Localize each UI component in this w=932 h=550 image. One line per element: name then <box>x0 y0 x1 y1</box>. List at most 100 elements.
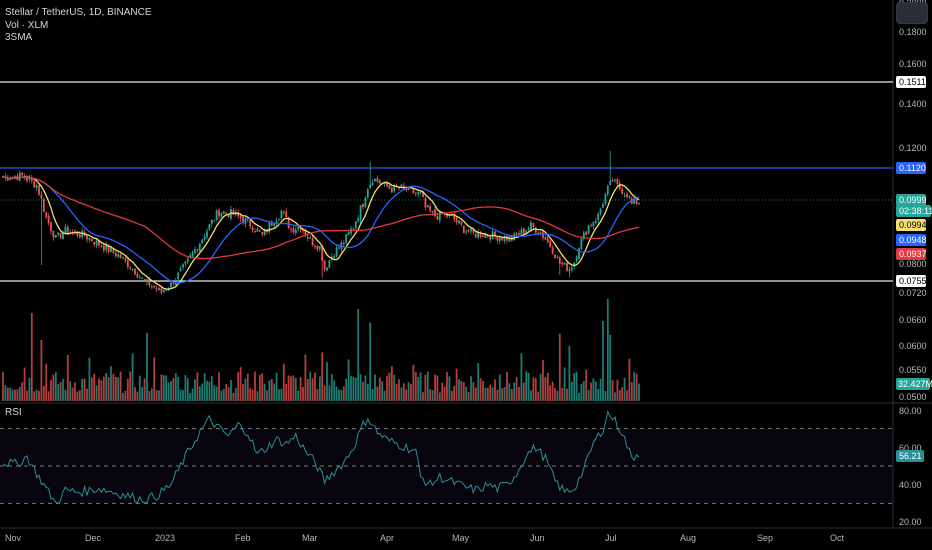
candle-body <box>129 266 132 269</box>
scale-button[interactable] <box>896 2 928 24</box>
volume-bar <box>38 390 40 401</box>
volume-bar <box>604 391 607 401</box>
candle-body <box>350 228 352 234</box>
candle-body <box>35 185 38 188</box>
price-axis-tick: 0.1200 <box>899 143 927 153</box>
volume-bar <box>623 377 626 401</box>
volume-bar <box>35 389 38 401</box>
price-axis-tick: 0.0500 <box>899 392 927 402</box>
candle-body <box>400 184 403 188</box>
volume-bar <box>345 378 348 401</box>
volume-bar <box>542 360 544 401</box>
candle-body <box>158 288 160 291</box>
candle-body <box>59 233 62 239</box>
candle-body <box>126 260 129 267</box>
volume-bar <box>626 390 628 401</box>
volume-bar <box>484 387 487 401</box>
volume-bar <box>398 379 400 401</box>
volume-bar <box>256 391 259 401</box>
volume-bar <box>237 372 240 401</box>
time-axis-tick: Jun <box>530 533 545 543</box>
time-axis-tick: Jul <box>605 533 617 543</box>
candle-body <box>323 260 326 270</box>
candle-body <box>119 254 122 259</box>
candle-body <box>21 172 24 176</box>
candle-body <box>184 261 187 264</box>
candle-body <box>587 225 590 234</box>
volume-bar <box>45 363 48 401</box>
candle-body <box>268 222 271 233</box>
volume-bar <box>417 376 420 401</box>
volume-bar <box>62 379 64 401</box>
volume-bar <box>602 321 604 401</box>
volume-bar <box>93 373 96 401</box>
volume-bar <box>618 389 621 401</box>
volume-bar <box>275 372 278 401</box>
volume-bar <box>155 390 158 401</box>
volume-bar <box>71 387 74 401</box>
volume-bar <box>510 389 513 401</box>
candle-body <box>326 267 328 271</box>
volume-bar <box>225 384 228 401</box>
volume-bar <box>146 332 148 401</box>
volume-bar <box>174 372 177 401</box>
volume-bar <box>441 382 444 401</box>
price-axis-tick: 0.0600 <box>899 341 927 351</box>
candle-body <box>114 252 117 256</box>
candle-body <box>542 232 544 238</box>
volume-bar <box>299 376 302 401</box>
candle-body <box>424 198 427 208</box>
volume-bar <box>498 374 501 401</box>
candle-body <box>251 227 254 231</box>
candle-body <box>57 232 60 235</box>
time-axis-tick: Feb <box>235 533 251 543</box>
candle-body <box>638 203 640 205</box>
volume-bar <box>220 390 223 401</box>
volume-bar <box>407 382 410 401</box>
volume-bar <box>81 378 84 401</box>
volume-bar <box>74 382 76 401</box>
candle-body <box>206 230 208 238</box>
candle-body <box>155 288 158 290</box>
candle-body <box>203 236 206 240</box>
volume-bar <box>515 377 518 401</box>
volume-bar <box>294 377 297 401</box>
volume-bar <box>513 382 516 401</box>
candle-body <box>453 215 456 220</box>
volume-bar <box>266 390 268 401</box>
volume-bar <box>239 367 242 401</box>
volume-bar <box>110 366 112 401</box>
sma-slow-line <box>2 176 640 260</box>
volume-bar <box>326 362 328 401</box>
candle-body <box>602 203 604 208</box>
candle-body <box>263 229 266 236</box>
volume-bar <box>443 386 446 401</box>
volume-bar <box>563 367 566 401</box>
candle-body <box>261 231 264 235</box>
volume-bar <box>479 378 482 401</box>
volume-bar <box>633 372 636 401</box>
volume-bar <box>323 385 326 401</box>
candle-body <box>93 242 96 245</box>
candle-body <box>45 212 48 218</box>
candle-body <box>604 194 607 204</box>
candle-body <box>146 279 148 281</box>
price-tag: 0.1120 <box>896 162 926 174</box>
volume-bar <box>170 381 172 401</box>
candle-body <box>606 185 609 195</box>
candle-body <box>362 204 364 207</box>
volume-bar <box>42 385 45 401</box>
candle-body <box>378 180 381 184</box>
candle-body <box>462 226 465 234</box>
volume-bar <box>86 388 88 401</box>
volume-bar <box>83 378 86 401</box>
volume-bar <box>508 383 511 401</box>
volume-bar <box>462 382 465 401</box>
candle-body <box>107 244 110 252</box>
candle-body <box>503 236 506 242</box>
volume-bar <box>88 357 91 401</box>
candle-body <box>98 240 100 246</box>
volume-bar <box>191 388 194 401</box>
volume-bar <box>494 379 496 401</box>
